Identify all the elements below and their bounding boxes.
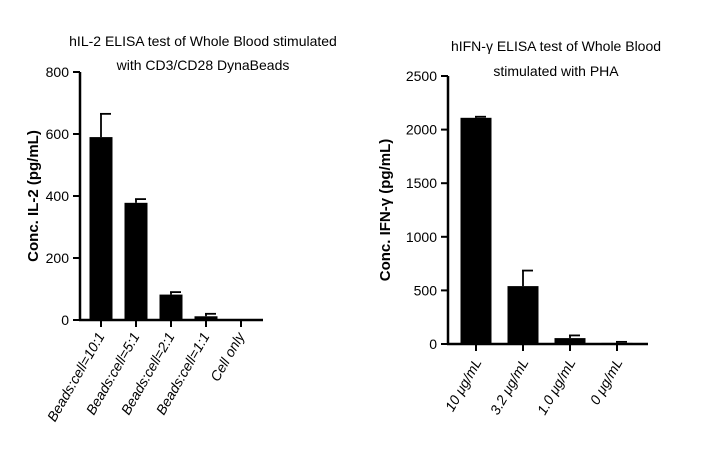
chart2-y-tick-label: 2000: [406, 122, 437, 138]
chart2-x-tick-label-2: 3.2 μg/mL: [487, 356, 532, 418]
chart2-title-line-1: hIFN-γ ELISA test of Whole Blood: [451, 38, 661, 54]
chart1-y-tick-label: 0: [61, 312, 69, 328]
chart1-y-tick-label: 400: [46, 188, 70, 204]
chart2-y-tick-label: 0: [429, 336, 437, 352]
chart2-bar-2: [507, 286, 539, 344]
chart1-y-tick-label: 200: [46, 250, 70, 266]
chart2-bar-3: [554, 338, 586, 344]
chart1-bar-4: [194, 316, 218, 320]
chart1-title-line-2: with CD3/CD28 DynaBeads: [116, 57, 290, 73]
chart2-x-tick-label-4: 0 μg/mL: [586, 356, 625, 408]
chart2-y-tick-label: 500: [414, 282, 438, 298]
chart2-y-tick-label: 1500: [406, 175, 437, 191]
chart1-title-line-1: hIL-2 ELISA test of Whole Blood stimulat…: [69, 33, 337, 49]
chart2-y-axis-label: Conc. IFN-γ (pg/mL): [377, 139, 394, 282]
chart2-bar-4: [601, 342, 633, 344]
chart1-bar-2: [124, 202, 148, 320]
chart2-x-tick-label-3: 1.0 μg/mL: [534, 356, 579, 418]
chart2-y-tick-label: 1000: [406, 229, 437, 245]
chart1-y-tick-label: 600: [46, 126, 70, 142]
chart2-title-line-2: stimulated with PHA: [493, 63, 619, 79]
chart1-bar-3: [159, 294, 183, 320]
chart2-y-tick-label: 2500: [406, 68, 437, 84]
chart2-bar-1: [460, 117, 492, 344]
chart1-y-axis-label: Conc. IL-2 (pg/mL): [25, 130, 42, 262]
chart1-y-tick-label: 800: [46, 64, 70, 80]
chart2-x-tick-label-1: 10 μg/mL: [442, 356, 485, 414]
chart1-x-tick-label-5: Cell only: [207, 329, 248, 384]
chart1-bar-1: [89, 137, 113, 320]
